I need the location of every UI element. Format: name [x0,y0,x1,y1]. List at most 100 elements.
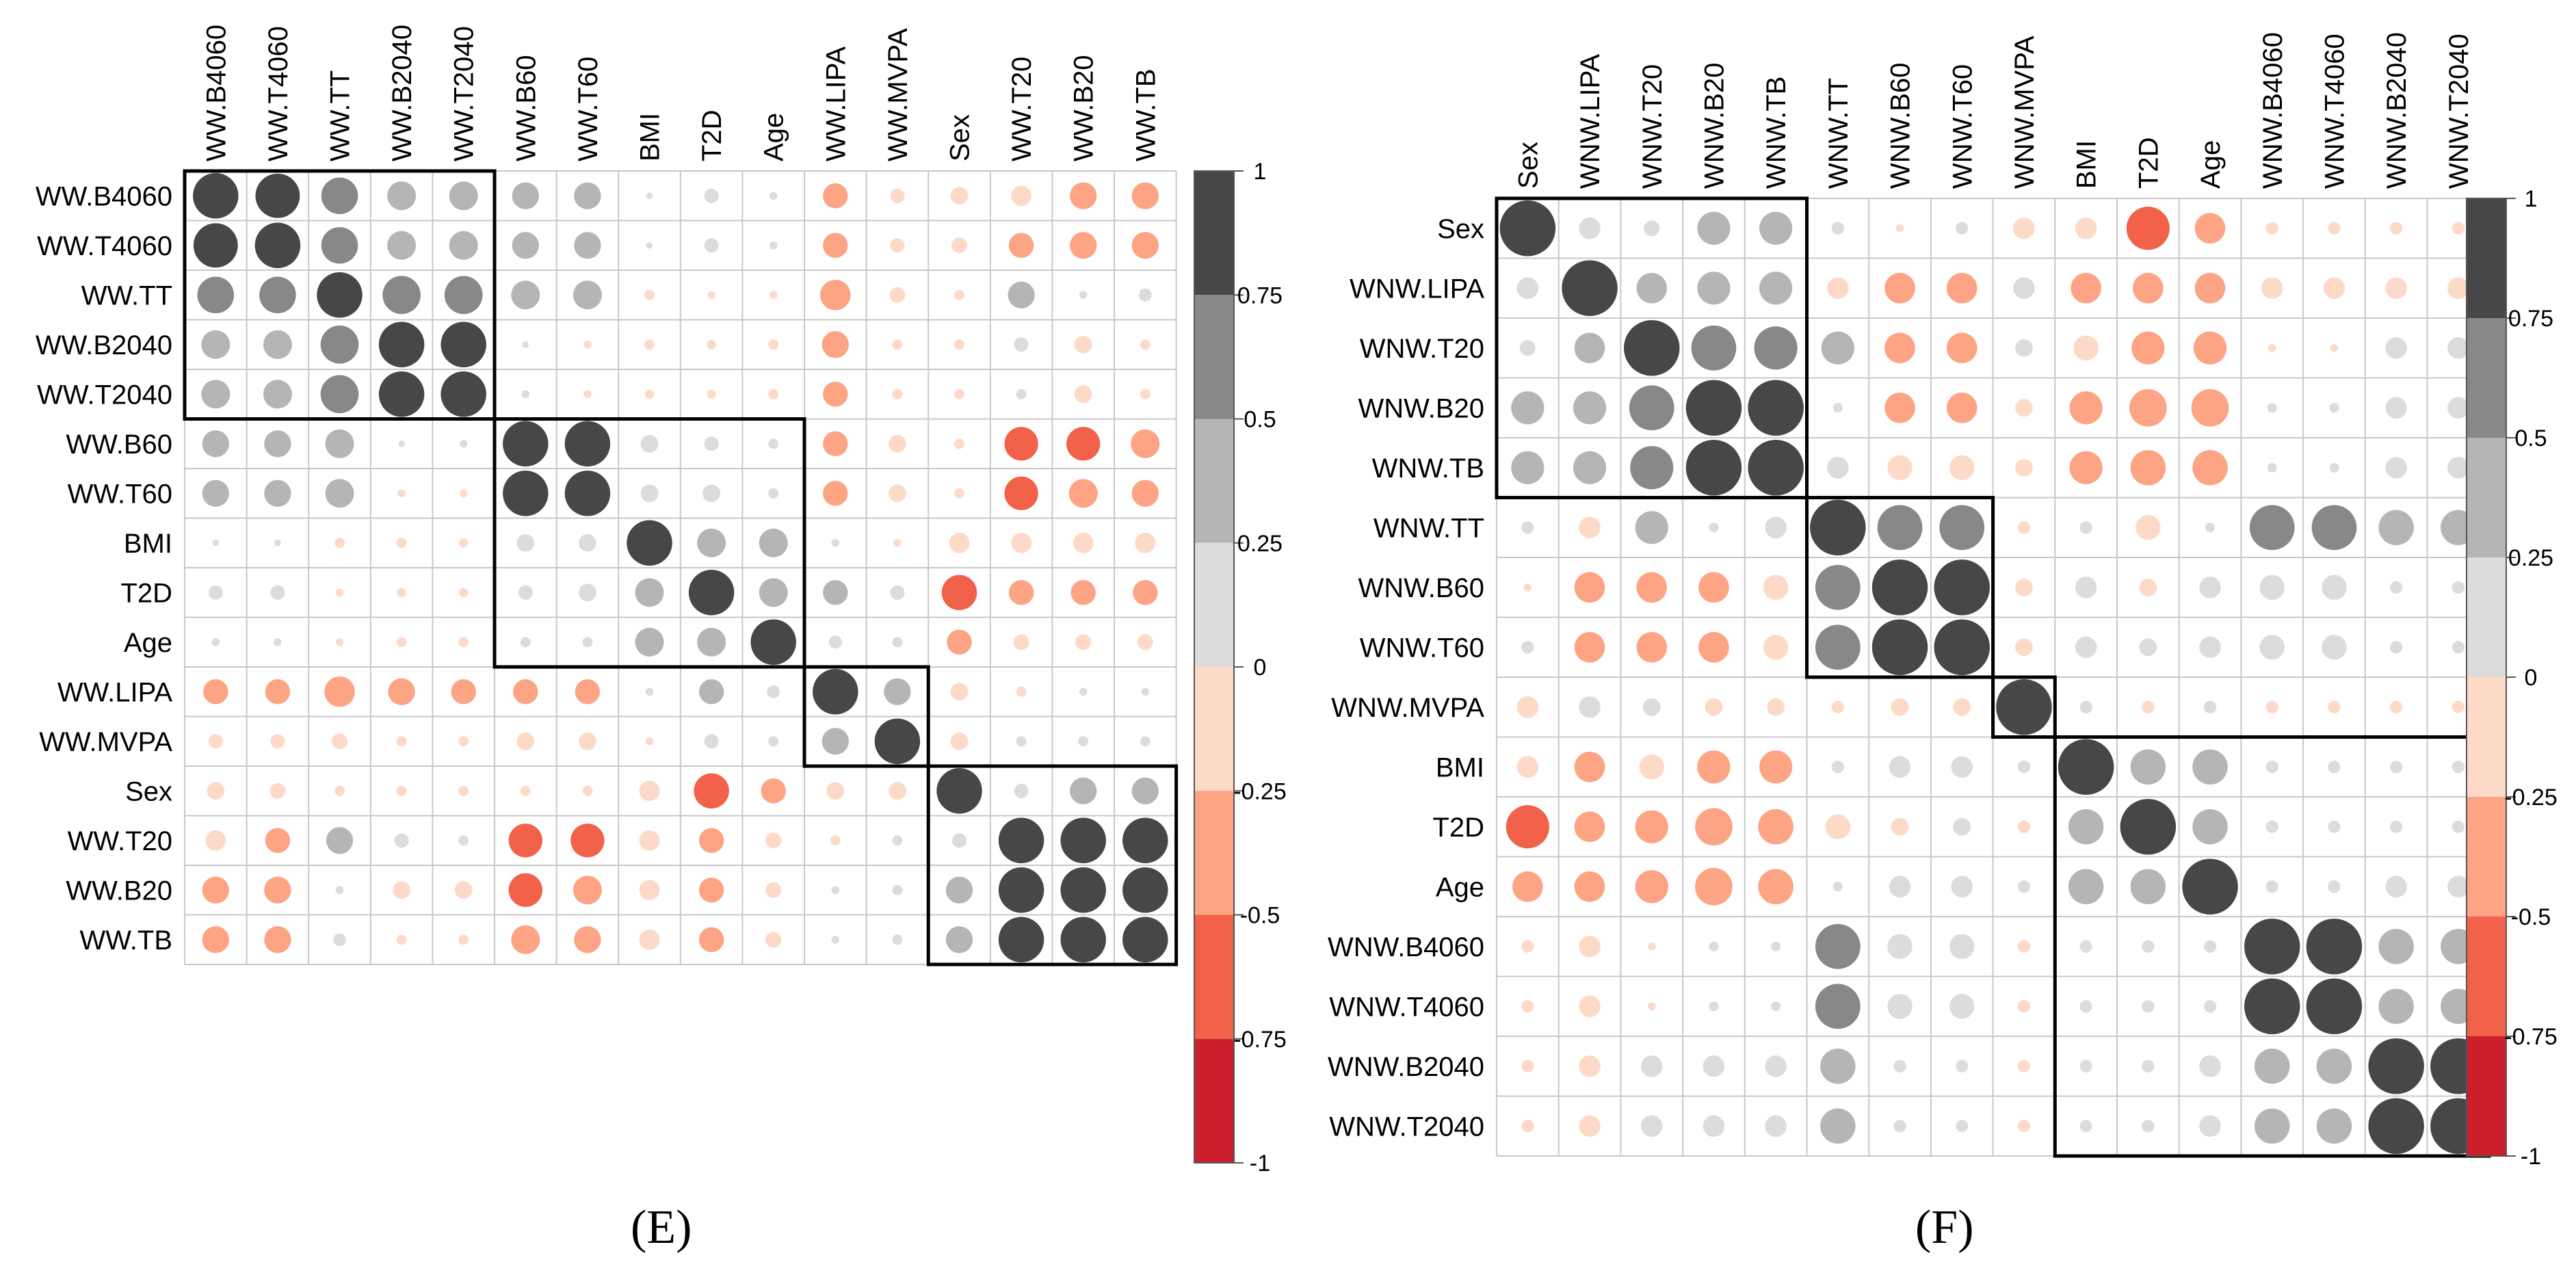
column-label: WNW.B4060 [2258,32,2288,189]
correlation-circle [208,585,223,600]
correlation-circle [2390,581,2403,594]
correlation-circle [1698,572,1729,603]
correlation-circle [1889,876,1911,898]
correlation-circle [635,578,664,607]
correlation-circle [2015,339,2033,357]
correlation-circle [998,917,1044,962]
correlation-circle [583,340,592,349]
column-label: Sex [1513,142,1543,189]
correlation-circle [823,481,848,506]
panel-f-correlation-plot: Sex Sex WNW.LIPA WNW.LIPA WNW.T20 WNW.T20 WNW.… [1328,32,2558,1170]
correlation-circle [1521,1120,1534,1133]
correlation-circle [1884,332,1915,364]
correlation-circle [1765,516,1787,539]
row-label: WNW.LIPA [1350,274,1484,304]
correlation-circle [2071,272,2101,304]
correlation-circle [2390,641,2403,654]
correlation-circle [2130,869,2166,905]
correlation-circle [889,484,906,503]
correlation-circle [759,528,788,557]
correlation-circle [698,828,724,853]
correlation-circle [1573,451,1607,484]
column-label: WW.B60 [511,55,541,161]
correlation-circle [1895,224,1904,233]
correlation-circle [2244,919,2300,975]
correlation-circle [458,934,469,945]
correlation-circle [2017,1000,2031,1013]
correlation-circle [1759,211,1793,245]
row-label: T2D [120,578,172,608]
correlation-circle [1709,1001,1719,1012]
correlation-circle [208,734,223,749]
correlation-circle [1070,777,1097,804]
correlation-circle [1629,385,1674,431]
row-label: WW.TB [79,925,172,956]
column-label: WW.T4060 [263,26,293,161]
correlation-circle [503,471,549,516]
row-label: WNW.T20 [1360,334,1484,364]
column-label: WW.B2040 [387,25,417,161]
correlation-circle [193,223,238,268]
correlation-circle [954,488,964,499]
correlation-circle [2120,799,2177,855]
correlation-circle [2182,858,2238,915]
column-label: WW.MVPA [883,28,913,161]
correlation-circle [2079,1120,2092,1133]
correlation-circle [1887,994,1913,1019]
correlation-circle [2069,391,2103,425]
correlation-circle [1078,736,1089,747]
correlation-circle [201,380,231,409]
correlation-circle [2139,638,2157,657]
correlation-circle [1759,750,1793,784]
correlation-circle [451,679,476,705]
colorbar-tick-label: -1 [1250,1151,1270,1177]
correlation-circle [1060,917,1106,962]
correlation-circle [1521,521,1534,534]
correlation-circle [2015,399,2033,417]
correlation-circle [1820,1108,1856,1144]
correlation-circle [949,532,970,553]
correlation-circle [1953,698,1971,716]
correlation-circle [1516,277,1539,300]
correlation-circle [511,925,540,954]
correlation-circle [1014,783,1029,798]
colorbar-segment [1194,1038,1234,1163]
correlation-circle [1135,532,1156,553]
correlation-circle [1060,867,1106,913]
correlation-circle [2017,1120,2031,1133]
correlation-circle [892,339,903,350]
correlation-circle [1691,325,1737,371]
correlation-circle [2075,217,2097,239]
colorbar-tick-label: -0.5 [2511,904,2551,930]
correlation-circle [1499,200,1556,257]
correlation-circle [1771,1001,1781,1012]
row-label: WNW.MVPA [1331,693,1484,723]
correlation-circle [698,878,724,903]
correlation-circle [1953,817,1971,836]
correlation-circle [823,431,848,456]
correlation-circle [813,669,858,715]
correlation-circle [2017,820,2031,833]
correlation-circle [382,276,421,315]
correlation-circle [2368,1098,2424,1154]
colorbar-tick-label: 0.75 [2508,306,2553,332]
correlation-circle [831,538,840,547]
row-label: WW.B20 [66,876,172,906]
colorbar-tick-label: 0.25 [1237,531,1283,557]
correlation-circle [765,882,782,898]
correlation-circle [378,371,425,417]
correlation-circle [707,291,715,300]
colorbar-segment [2467,797,2506,917]
correlation-circle [1506,805,1549,849]
column-label: WW.B4060 [201,25,231,161]
correlation-circle [2378,510,2414,546]
correlation-circle [2068,809,2104,845]
column-label: WNW.T20 [1638,64,1668,189]
correlation-circle [1647,942,1656,951]
correlation-circle [1131,182,1159,209]
colorbar-tick-label: 0 [2525,665,2538,691]
correlation-circle [211,638,220,646]
column-label: WNW.TB [1761,77,1791,189]
row-label: WW.TT [81,280,172,311]
correlation-circle [639,830,660,851]
